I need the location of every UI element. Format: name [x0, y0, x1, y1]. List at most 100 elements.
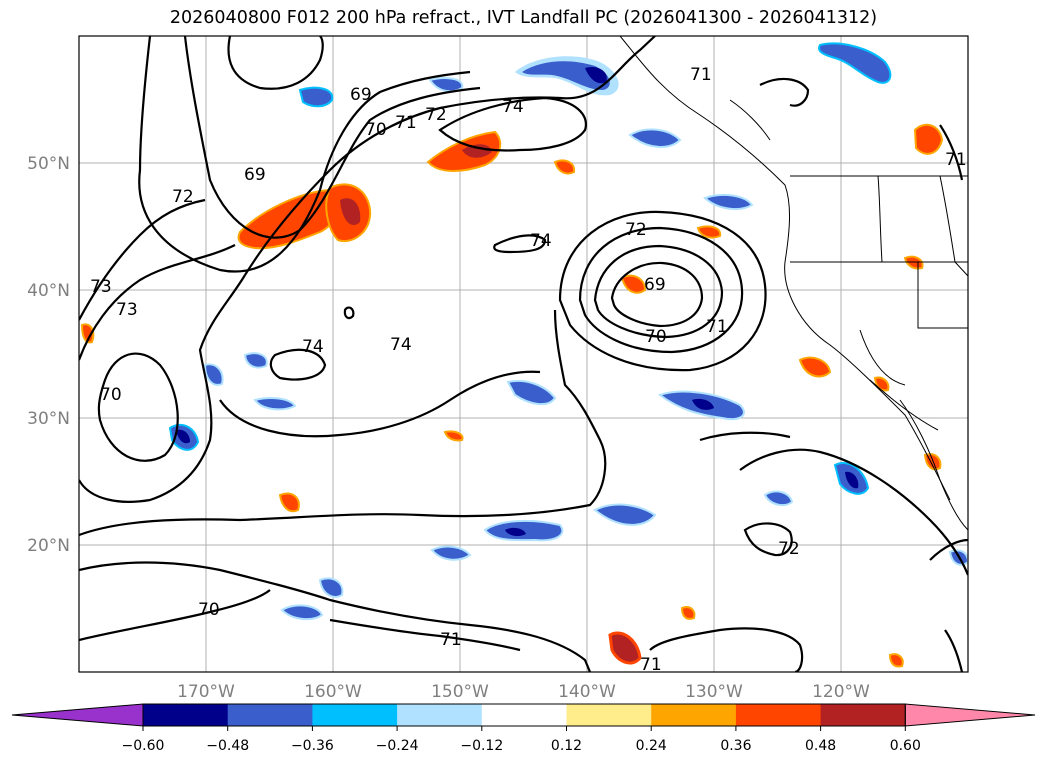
contour-label-73: 73 [90, 277, 112, 297]
negative-anomaly-blob [628, 128, 682, 148]
lat-label-40n: 40°N [27, 281, 70, 301]
colorbar-outline [142, 703, 906, 727]
contour-label-74: 74 [302, 337, 324, 357]
contour-label-69: 69 [350, 85, 372, 105]
negative-anomaly-blob [318, 577, 344, 598]
contour-label-71: 71 [690, 65, 712, 85]
colorbar-tick-label: −0.12 [460, 738, 503, 754]
negative-anomaly-blob [243, 352, 268, 369]
map-frame [78, 35, 969, 673]
colorbar: −0.60 −0.48 −0.36 −0.24 −0.12 0.12 0.24 0.36 0.4… [11, 703, 1036, 754]
colorbar-segment [227, 704, 313, 726]
map-title: 2026040800 F012 200 hPa refract., IVT La… [169, 8, 878, 28]
negative-anomaly-blob [703, 193, 754, 211]
longitude-labels: 170°W 160°W 150°W 140°W 130°W 120°W [177, 682, 870, 702]
contour-label-72: 72 [778, 539, 800, 559]
latitude-labels: 50°N 40°N 30°N 20°N [27, 154, 70, 556]
negative-anomaly-blob [176, 429, 190, 444]
lat-label-50n: 50°N [27, 154, 70, 174]
contour-label-69: 69 [244, 165, 266, 185]
contour-label-72: 72 [172, 187, 194, 207]
contour-label-71: 71 [706, 317, 728, 337]
negative-anomaly-blob [505, 527, 526, 537]
negative-anomaly-blob [253, 397, 297, 411]
colorbar-tick-label: 0.24 [636, 738, 667, 754]
contour-label-70: 70 [100, 385, 122, 405]
contour-label-73: 73 [116, 300, 138, 320]
lat-label-20n: 20°N [27, 536, 70, 556]
positive-anomaly-blob [913, 123, 944, 155]
positive-anomaly-blob [696, 225, 722, 239]
positive-anomaly-blob [80, 323, 95, 344]
negative-anomaly-blob [483, 519, 564, 542]
colorbar-tick-label: 0.12 [551, 738, 582, 754]
negative-anomaly-blob [298, 86, 334, 108]
contour-label-72: 72 [425, 105, 447, 125]
positive-anomaly-blob [443, 430, 464, 442]
lon-label-150w: 150°W [431, 682, 489, 702]
lon-label-130w: 130°W [685, 682, 743, 702]
colorbar-segment [566, 704, 652, 726]
positive-anomaly-blob [340, 198, 361, 226]
coastlines [619, 36, 968, 531]
contour-label-71: 71 [945, 150, 967, 170]
positive-anomaly-blob [798, 356, 832, 378]
negative-anomaly-blob [428, 77, 464, 93]
positive-anomaly-blob [553, 159, 576, 175]
negative-anomaly-blob [692, 398, 714, 410]
lat-label-30n: 30°N [27, 409, 70, 429]
positive-anomaly-blob [888, 653, 904, 668]
contour-label-74: 74 [502, 97, 524, 117]
contour-label-74: 74 [530, 231, 552, 251]
colorbar-segment [143, 704, 229, 726]
lon-label-140w: 140°W [558, 682, 616, 702]
contour-label-70: 70 [365, 120, 387, 140]
negative-anomaly-blob [845, 471, 859, 489]
positive-anomaly-blob [462, 144, 492, 158]
colorbar-tick-label: 0.36 [720, 738, 751, 754]
colorbar-segment [312, 704, 398, 726]
colorbar-extend-max [904, 703, 1036, 727]
colorbar-segment [735, 704, 822, 726]
colorbar-segment [481, 704, 567, 726]
contour-label-70: 70 [645, 327, 667, 347]
negative-anomaly-blob [506, 379, 557, 406]
positive-anomaly-blob [680, 606, 696, 620]
ivt-shading [80, 42, 968, 668]
positive-anomaly-blob [608, 631, 642, 665]
lon-label-160w: 160°W [304, 682, 362, 702]
colorbar-segment [651, 704, 737, 726]
gridlines [79, 36, 968, 672]
colorbar-tick-label: −0.48 [206, 738, 249, 754]
contour-label-71: 71 [640, 655, 662, 675]
positive-anomaly-blob [873, 376, 890, 392]
colorbar-segment [820, 704, 906, 726]
colorbar-segment [397, 704, 483, 726]
contour-label-71: 71 [395, 113, 417, 133]
positive-anomaly-blob [903, 255, 924, 270]
contour-label-70: 70 [198, 600, 220, 620]
negative-anomaly-blob [280, 604, 324, 621]
colorbar-extend-min [11, 703, 144, 727]
negative-anomaly-blob [515, 56, 619, 96]
negative-anomaly-blob [593, 503, 657, 526]
positive-anomaly-blob [620, 274, 647, 294]
negative-anomaly-blob [763, 490, 794, 507]
negative-anomaly-blob [203, 363, 224, 386]
colorbar-tick-label: −0.36 [291, 738, 334, 754]
colorbar-tick-label: −0.24 [376, 738, 419, 754]
negative-anomaly-blob [430, 545, 472, 561]
contour-label-69: 69 [644, 275, 666, 295]
negative-anomaly-blob [818, 42, 892, 84]
refractivity-contours [79, 36, 968, 672]
positive-anomaly-blob [278, 492, 300, 513]
colorbar-tick-label: 0.60 [890, 738, 921, 754]
lon-label-120w: 120°W [812, 682, 870, 702]
colorbar-tick-label: −0.60 [122, 738, 165, 754]
contour-labels: 69 70 71 72 74 72 69 73 73 70 74 74 74 7… [90, 65, 967, 675]
contour-label-71: 71 [440, 630, 462, 650]
contour-label-72: 72 [625, 220, 647, 240]
lon-label-170w: 170°W [177, 682, 235, 702]
contour-label-74: 74 [390, 335, 412, 355]
